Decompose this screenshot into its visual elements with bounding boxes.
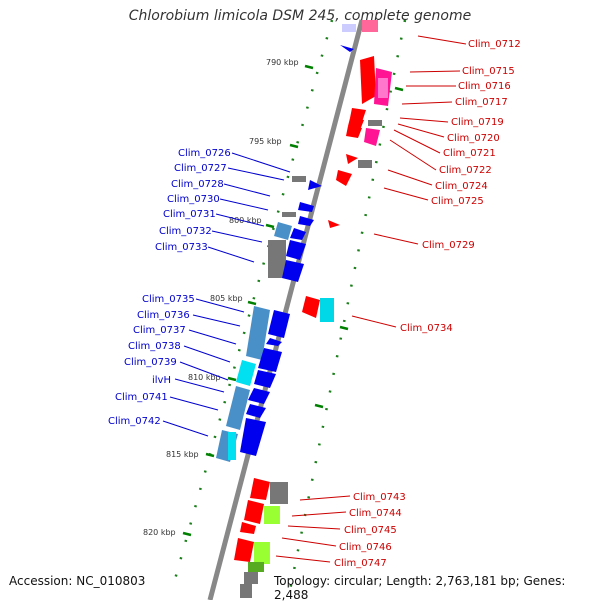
gene-label-clim-0733: Clim_0733	[155, 242, 208, 253]
gene-label-clim-0745: Clim_0745	[344, 525, 397, 536]
gene-label-clim-0725: Clim_0725	[431, 196, 484, 207]
gene-label-clim-0716: Clim_0716	[458, 81, 511, 92]
accession-text: Accession: NC_010803	[9, 574, 146, 588]
gene-label-clim-0737: Clim_0737	[133, 325, 186, 336]
reverse-strand-genes	[234, 20, 392, 598]
gene-label-clim-0739: Clim_0739	[124, 357, 177, 368]
gene-label-clim-0724: Clim_0724	[435, 181, 488, 192]
tick-label: 815 kbp	[166, 450, 199, 459]
gene-label-clim-0747: Clim_0747	[334, 558, 387, 569]
gene-label-clim-0738: Clim_0738	[128, 341, 181, 352]
tick-label: 800 kbp	[229, 216, 262, 225]
kbp-ticks: 790 kbp 795 kbp 800 kbp 805 kbp 810 kbp …	[143, 58, 404, 537]
gene-label-clim-0735: Clim_0735	[142, 294, 195, 305]
gene-label-clim-0729: Clim_0729	[422, 240, 475, 251]
gene-label-clim-0730: Clim_0730	[167, 194, 220, 205]
gene-label-clim-0728: Clim_0728	[171, 179, 224, 190]
gene-label-clim-0715: Clim_0715	[462, 66, 515, 77]
gene-label-clim-0719: Clim_0719	[451, 117, 504, 128]
tick-label: 820 kbp	[143, 528, 176, 537]
tick-label: 790 kbp	[266, 58, 299, 67]
gene-label-clim-0717: Clim_0717	[455, 97, 508, 108]
topology-text: Topology: circular; Length: 2,763,181 bp…	[274, 574, 566, 602]
genome-backbone	[207, 19, 365, 600]
map-title: Chlorobium limicola DSM 245, complete ge…	[128, 8, 472, 24]
gene-label-clim-0732: Clim_0732	[159, 226, 212, 237]
gene-label-clim-0741: Clim_0741	[115, 392, 168, 403]
reverse-gene-labels: Clim_0712 Clim_0715 Clim_0716 Clim_0717 …	[275, 35, 521, 569]
forward-strand-genes	[216, 24, 356, 462]
tick-label: 795 kbp	[249, 137, 282, 146]
tick-label: 805 kbp	[210, 294, 243, 303]
gene-label-clim-0734: Clim_0734	[400, 323, 453, 334]
gene-label-clim-0712: Clim_0712	[468, 39, 521, 50]
gene-label-clim-0720: Clim_0720	[447, 133, 500, 144]
gene-label-clim-0726: Clim_0726	[178, 148, 231, 159]
gene-label-clim-0722: Clim_0722	[439, 165, 492, 176]
gene-label-clim-0736: Clim_0736	[137, 310, 190, 321]
forward-gene-labels: Clim_0726 Clim_0727 Clim_0728 Clim_0730 …	[108, 148, 291, 437]
gene-label-clim-0731: Clim_0731	[163, 209, 216, 220]
gene-label-clim-0727: Clim_0727	[174, 163, 227, 174]
gene-label-ilvh: ilvH	[152, 375, 171, 386]
gene-label-clim-0721: Clim_0721	[443, 148, 496, 159]
gene-label-clim-0746: Clim_0746	[339, 542, 392, 553]
gene-label-clim-0743: Clim_0743	[353, 492, 406, 503]
gene-label-clim-0744: Clim_0744	[349, 508, 402, 519]
tick-label: 810 kbp	[188, 373, 221, 382]
gene-label-clim-0742: Clim_0742	[108, 416, 161, 427]
